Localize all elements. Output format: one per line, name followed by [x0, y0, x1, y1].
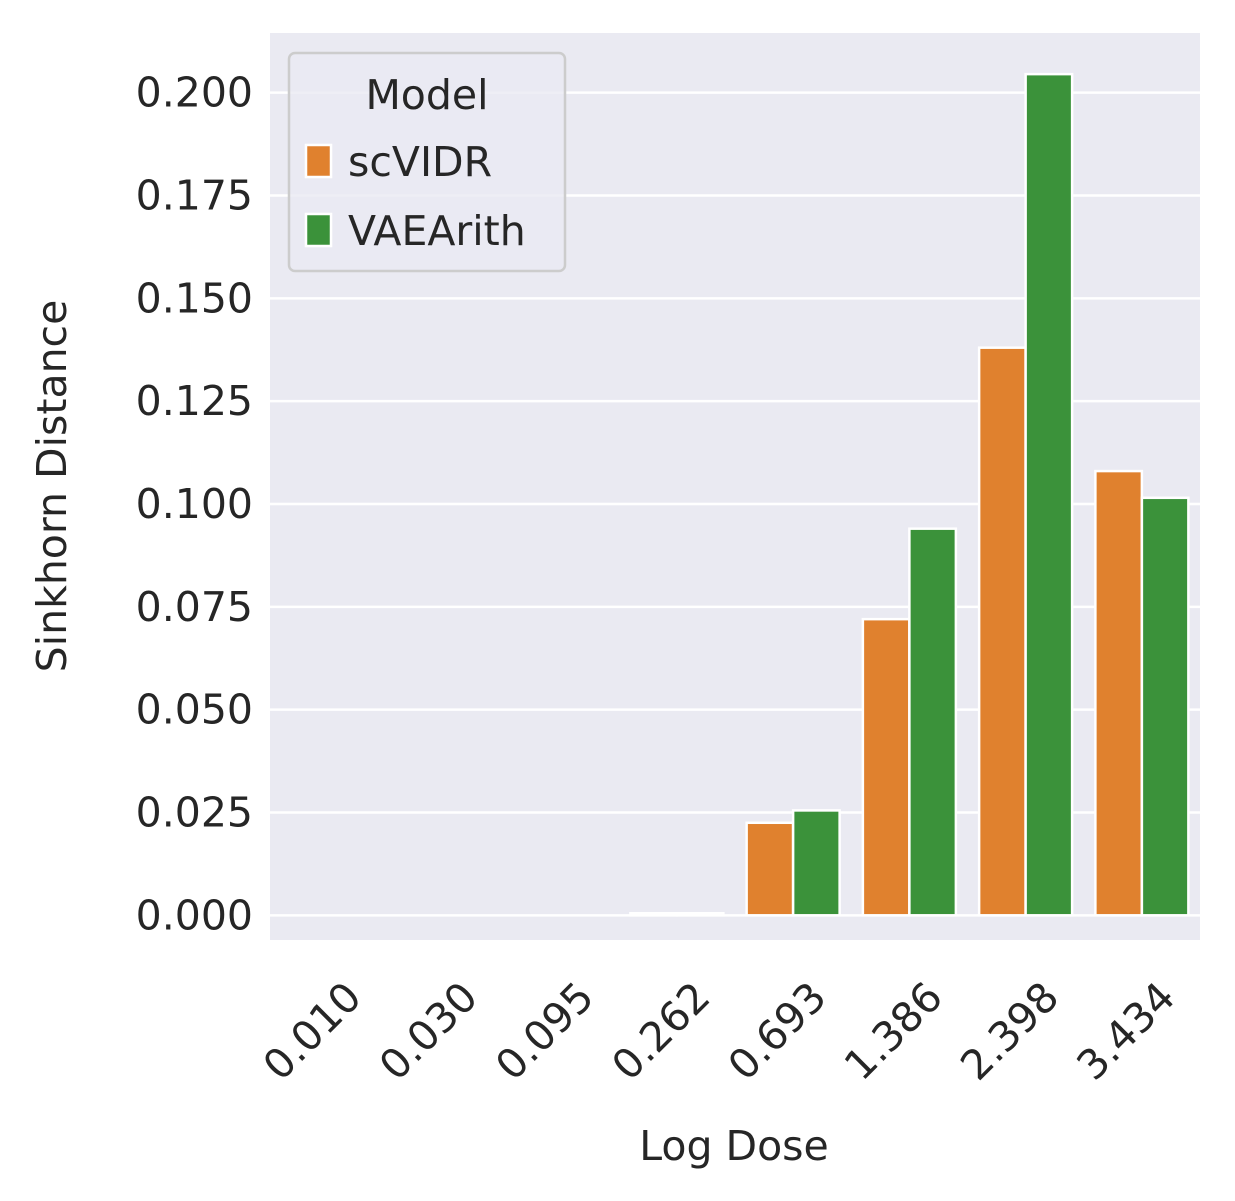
bar-scvidr-0.262 — [629, 912, 679, 917]
y-tick-label: 0.100 — [136, 480, 253, 528]
legend-swatch-vaearith — [304, 212, 333, 248]
legend-label-scvidr: scVIDR — [348, 138, 492, 186]
bar-vaearith-0.262 — [675, 912, 725, 917]
legend-frame — [287, 51, 567, 273]
y-tick-label: 0.150 — [136, 274, 253, 322]
y-tick-label: 0.000 — [136, 891, 253, 939]
x-tick-labels: 0.010 0.030 0.095 0.262 0.693 1.386 2.398 3.434 — [254, 973, 1185, 1090]
bar-scvidr-3.434 — [1094, 469, 1144, 917]
y-tick-label: 0.050 — [136, 686, 253, 734]
x-tick-label: 2.398 — [951, 973, 1068, 1090]
y-tick-labels: 0.000 0.025 0.050 0.075 0.100 0.125 0.150 0.175… — [136, 69, 253, 940]
x-tick-label: 0.030 — [370, 973, 487, 1090]
legend-title: Model — [365, 71, 488, 119]
y-axis-label: Sinkhorn Distance — [28, 300, 76, 673]
legend-label-vaearith: VAEArith — [348, 207, 526, 255]
x-tick-label: 0.095 — [486, 973, 603, 1090]
y-tick-label: 0.200 — [136, 69, 253, 117]
bar-vaearith-3.434 — [1140, 496, 1190, 917]
x-tick-label: 0.262 — [603, 973, 720, 1090]
bar-vaearith-0.693 — [791, 809, 841, 917]
y-tick-label: 0.025 — [136, 788, 253, 836]
x-tick-label: 0.010 — [254, 973, 371, 1090]
x-axis-label: Log Dose — [639, 1122, 829, 1170]
bars — [629, 72, 1190, 917]
bar-scvidr-0.693 — [745, 821, 795, 917]
bar-scvidr-1.386 — [861, 617, 911, 917]
legend-swatch-scvidr — [304, 143, 333, 179]
bar-vaearith-2.398 — [1024, 72, 1074, 917]
bar-vaearith-1.386 — [908, 527, 958, 917]
x-tick-label: 3.434 — [1068, 973, 1185, 1090]
x-tick-label: 1.386 — [835, 973, 952, 1090]
y-tick-label: 0.175 — [136, 171, 253, 219]
y-tick-label: 0.125 — [136, 377, 253, 425]
y-tick-label: 0.075 — [136, 583, 253, 631]
bar-scvidr-2.398 — [977, 346, 1027, 917]
x-tick-label: 0.693 — [719, 973, 836, 1090]
legend: Model scVIDR VAEArith — [287, 51, 567, 273]
